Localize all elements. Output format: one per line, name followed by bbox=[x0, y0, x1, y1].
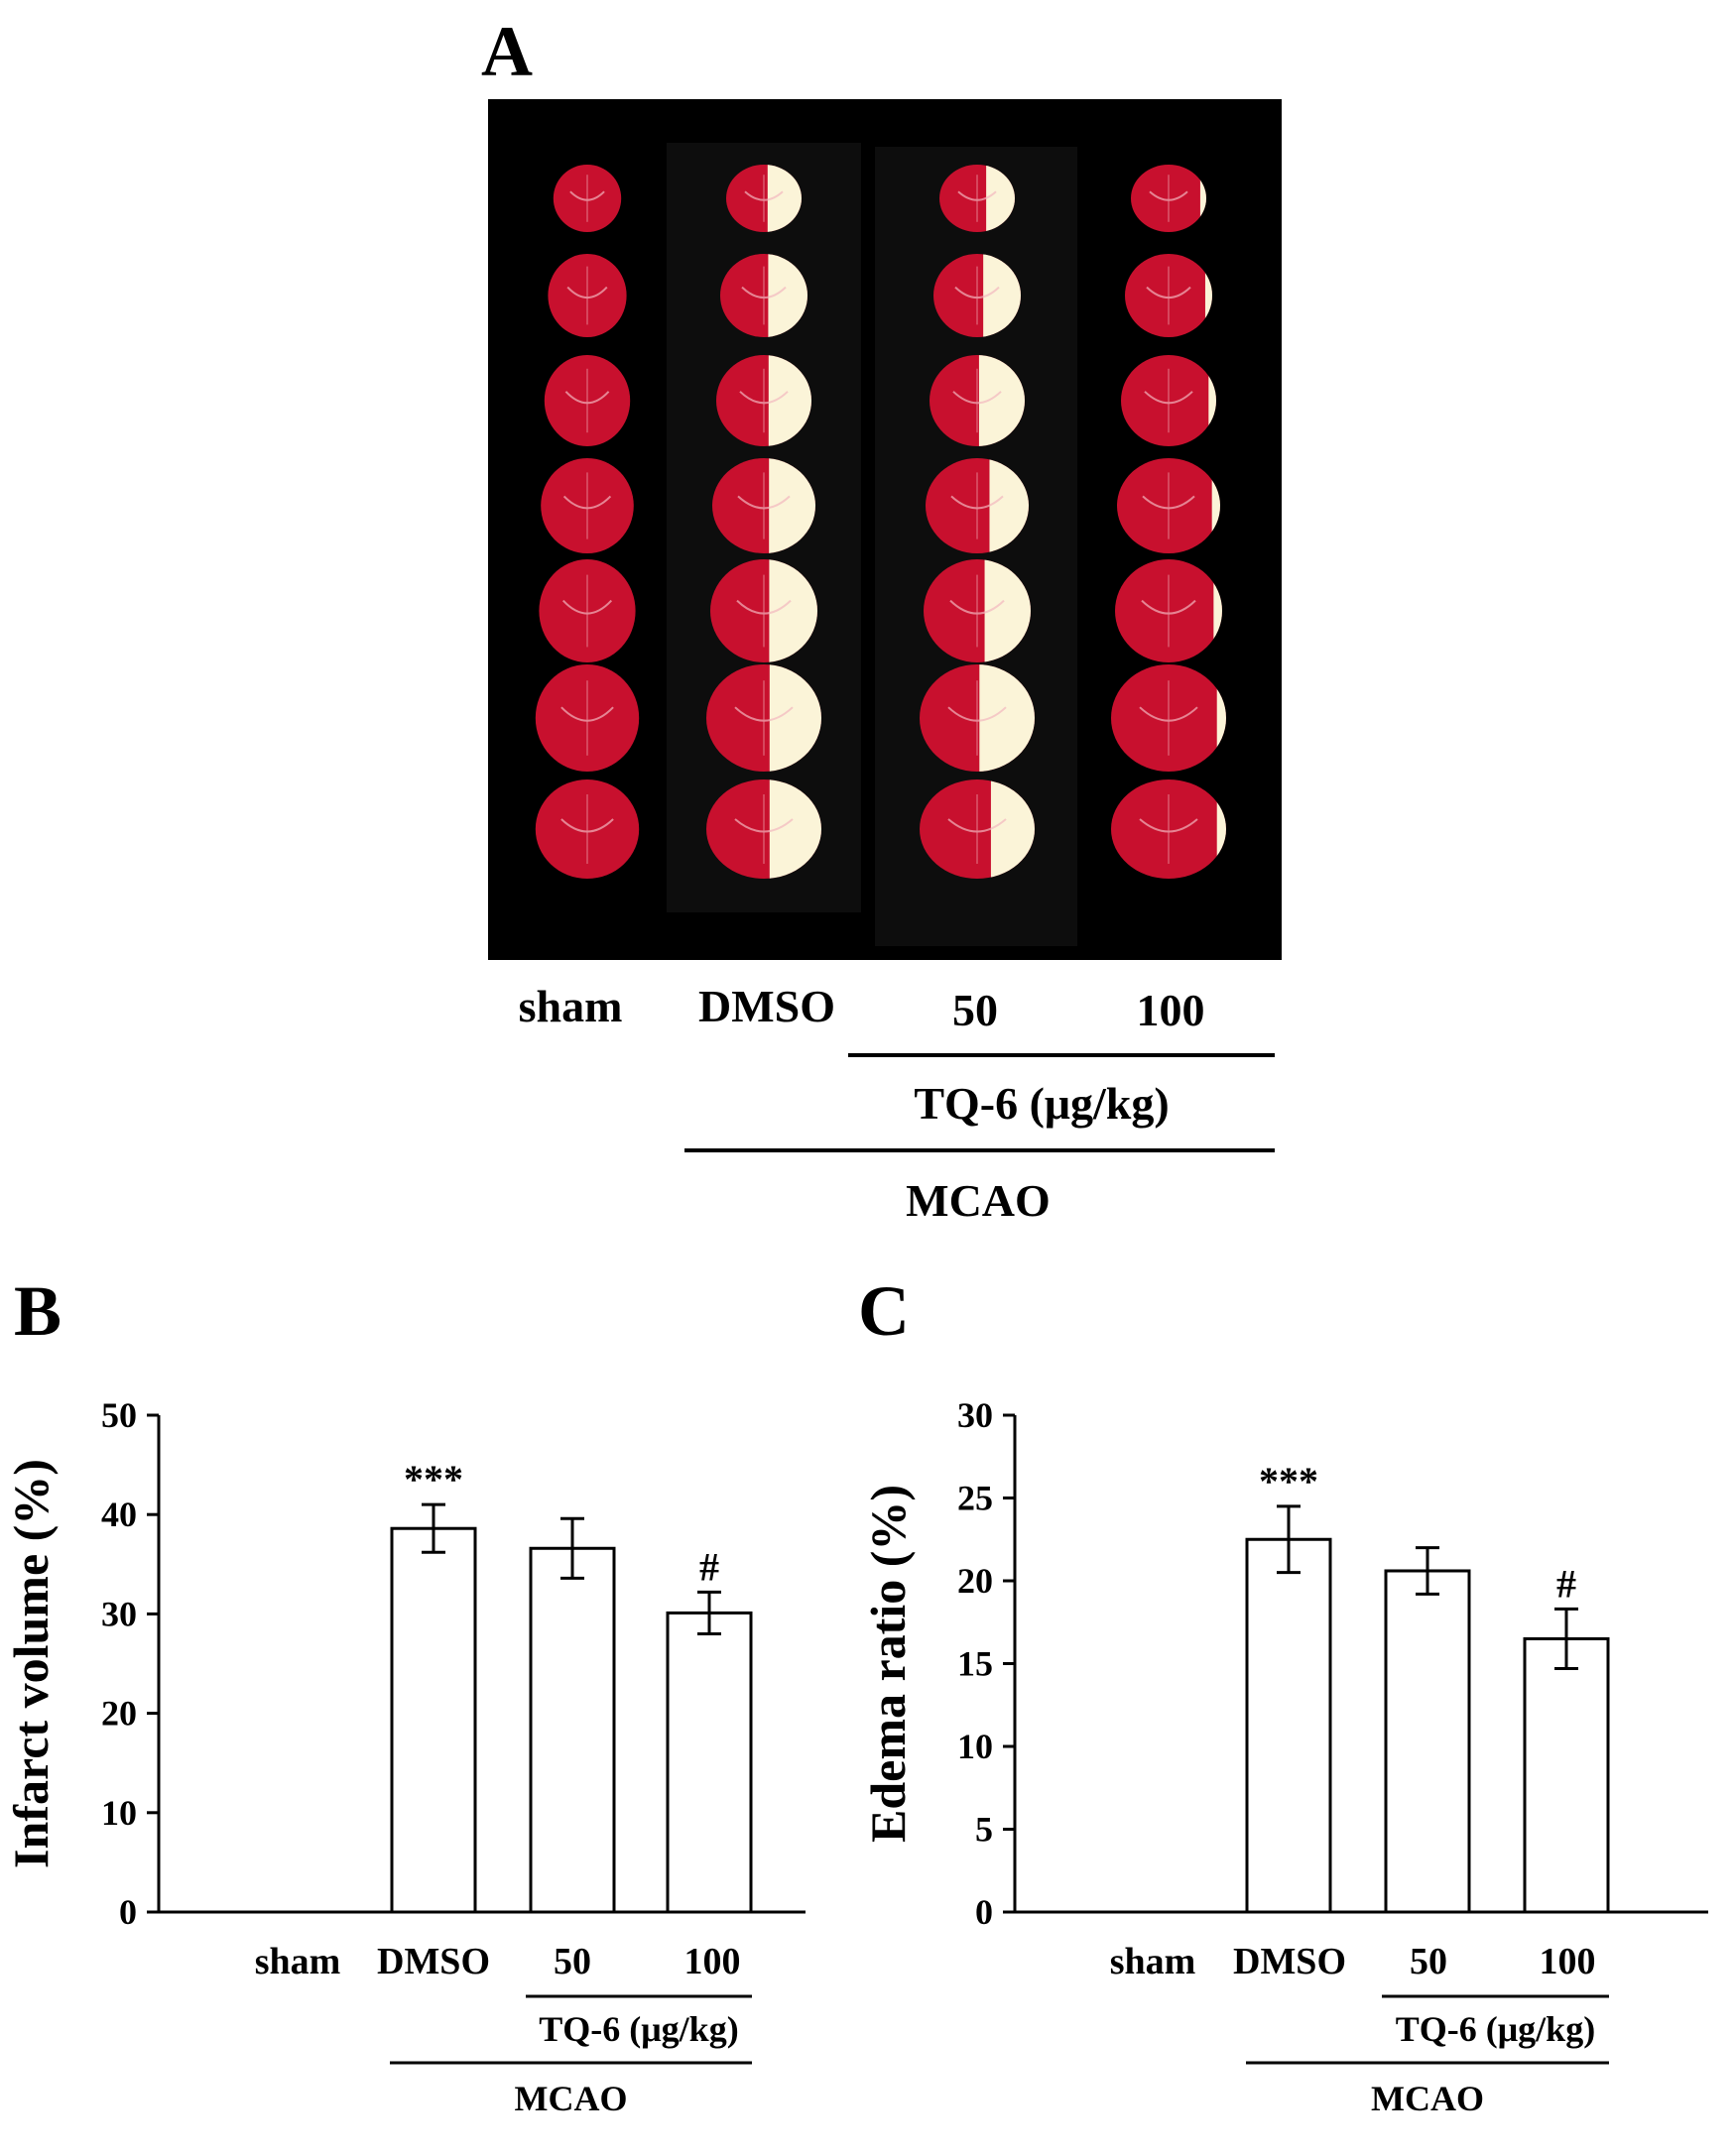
group-label-dmso: DMSO bbox=[698, 981, 835, 1031]
error-bar bbox=[697, 1590, 721, 1635]
brain-slice bbox=[930, 355, 1025, 446]
panel-a-label: A bbox=[481, 12, 533, 91]
brain-slice bbox=[726, 165, 802, 232]
error-bar bbox=[1277, 1504, 1301, 1575]
significance-mark: # bbox=[1556, 1561, 1576, 1606]
x-tick-label: 100 bbox=[1540, 1941, 1596, 1982]
bar bbox=[666, 1611, 753, 1914]
y-axis-title: Infarct volume (%) bbox=[3, 1459, 59, 1868]
treatment-label: TQ-6 (μg/kg) bbox=[539, 2009, 738, 2049]
brain-slice bbox=[1111, 779, 1226, 879]
y-tick-label: 5 bbox=[975, 1810, 993, 1850]
brain-slice bbox=[710, 559, 817, 662]
y-tick-label: 20 bbox=[957, 1561, 993, 1601]
x-tick-label: sham bbox=[255, 1941, 341, 1982]
brain-slice bbox=[716, 355, 811, 446]
brain-slice bbox=[1121, 355, 1216, 446]
y-tick-label: 40 bbox=[101, 1495, 137, 1534]
brain-slice bbox=[926, 458, 1029, 553]
brain-slice bbox=[541, 458, 634, 553]
x-tick-label: 50 bbox=[554, 1941, 591, 1982]
y-tick-label: 30 bbox=[957, 1395, 993, 1435]
y-axis-title: Edema ratio (%) bbox=[860, 1485, 916, 1843]
chart-edema-ratio: C 0 5 10 15 20 25 30 Edema ratio (%) sham *** DMSO 5… bbox=[858, 1271, 1708, 2118]
y-tick-label: 30 bbox=[101, 1594, 137, 1633]
y-tick-label: 50 bbox=[101, 1395, 137, 1435]
y-tick-label: 0 bbox=[975, 1892, 993, 1932]
x-tick-label: sham bbox=[1110, 1941, 1196, 1982]
brain-slice bbox=[544, 355, 631, 446]
brain-slice bbox=[1117, 458, 1220, 553]
brain-sections-image bbox=[488, 99, 1282, 960]
model-label: MCAO bbox=[906, 1175, 1051, 1226]
error-bar bbox=[422, 1502, 445, 1554]
bar bbox=[1523, 1636, 1610, 1914]
y-tick-label: 20 bbox=[101, 1694, 137, 1734]
bar bbox=[1384, 1569, 1471, 1914]
brain-slice bbox=[1131, 165, 1206, 232]
brain-slice bbox=[553, 165, 622, 232]
group-label-50: 50 bbox=[952, 985, 998, 1035]
x-tick-label: DMSO bbox=[377, 1941, 490, 1982]
brain-slice bbox=[1111, 664, 1226, 772]
brain-slice bbox=[720, 254, 807, 337]
group-label-100: 100 bbox=[1137, 985, 1205, 1035]
brain-slice bbox=[539, 559, 636, 662]
y-tick-label: 10 bbox=[101, 1793, 137, 1833]
group-label-sham: sham bbox=[519, 981, 623, 1031]
model-label: MCAO bbox=[515, 2079, 628, 2118]
brain-slice bbox=[920, 779, 1035, 879]
bar bbox=[1245, 1537, 1332, 1914]
brain-slice bbox=[933, 254, 1021, 337]
brain-slice bbox=[535, 779, 640, 879]
brain-slice bbox=[1115, 559, 1222, 662]
y-tick-label: 10 bbox=[957, 1727, 993, 1766]
chart-infarct-volume: B 0 10 20 30 40 50 Infarct volume (%) sham *** DMS… bbox=[3, 1271, 806, 2118]
error-bar bbox=[1554, 1607, 1578, 1671]
treatment-label: TQ-6 (μg/kg) bbox=[914, 1078, 1169, 1129]
x-tick-label: DMSO bbox=[1233, 1941, 1346, 1982]
y-tick-label: 0 bbox=[119, 1892, 137, 1932]
treatment-label: TQ-6 (μg/kg) bbox=[1396, 2009, 1595, 2049]
brain-slice bbox=[712, 458, 815, 553]
brain-slice bbox=[924, 559, 1031, 662]
brain-slice bbox=[548, 254, 627, 337]
brain-slice bbox=[920, 664, 1035, 772]
model-label: MCAO bbox=[1371, 2079, 1484, 2118]
significance-mark: *** bbox=[1259, 1459, 1318, 1503]
x-tick-label: 100 bbox=[684, 1941, 741, 1982]
error-bar bbox=[560, 1516, 584, 1580]
brain-slice bbox=[939, 165, 1015, 232]
panel-label: C bbox=[858, 1271, 910, 1351]
x-tick-label: 50 bbox=[1410, 1941, 1447, 1982]
significance-mark: # bbox=[699, 1544, 719, 1589]
brain-slice bbox=[1125, 254, 1212, 337]
error-bar bbox=[1416, 1546, 1439, 1596]
bar bbox=[390, 1526, 477, 1914]
y-tick-label: 25 bbox=[957, 1479, 993, 1518]
brain-slice bbox=[706, 779, 821, 879]
bar bbox=[529, 1546, 616, 1914]
significance-mark: *** bbox=[404, 1457, 463, 1501]
brain-slice bbox=[706, 664, 821, 772]
brain-slice bbox=[535, 664, 640, 772]
y-tick-label: 15 bbox=[957, 1644, 993, 1684]
panel-label: B bbox=[14, 1271, 62, 1351]
